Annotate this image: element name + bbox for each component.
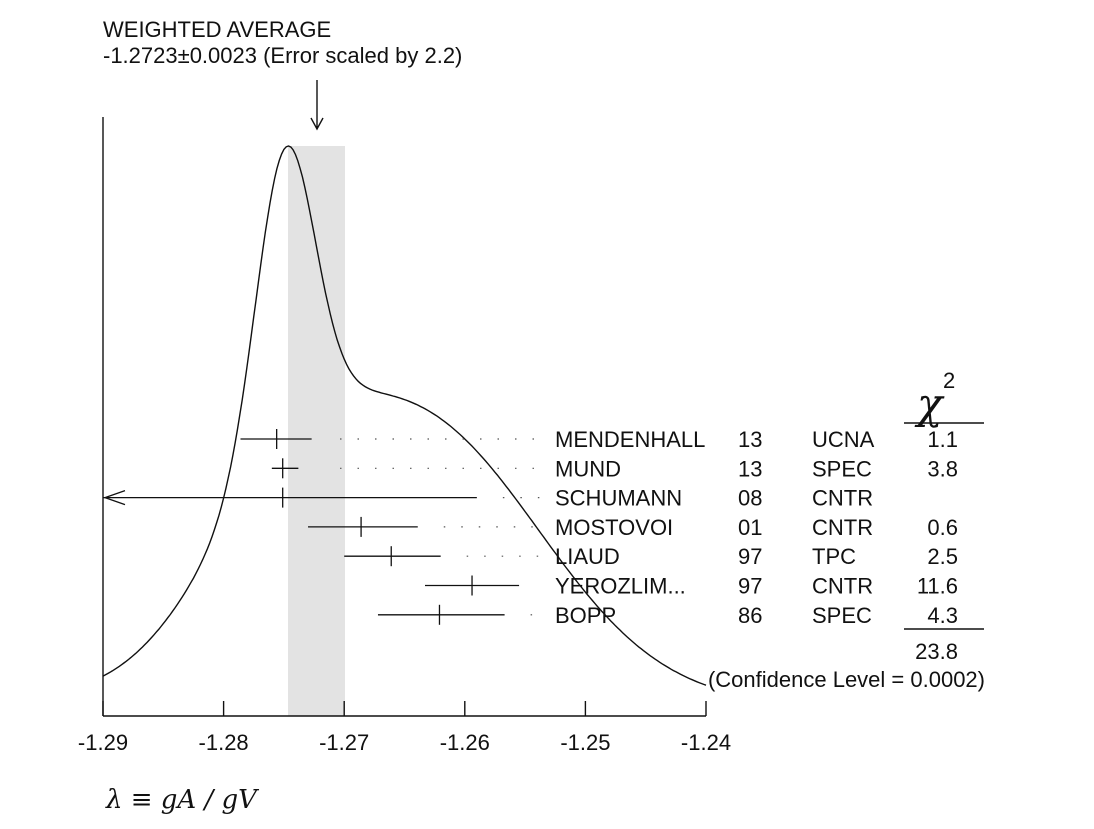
chi2-header: χ (914, 379, 945, 428)
confidence-level: (Confidence Level = 0.0002) (708, 667, 985, 692)
measurement-year: 13 (738, 456, 762, 481)
x-axis-label: λ ≡ gA / gV (106, 785, 257, 815)
measurement-row: MUND 13 SPEC 3.8 (271, 456, 958, 481)
x-ticks: -1.29 -1.28 -1.27 -1.26 -1.25 -1.24 (78, 701, 731, 755)
measurement-chi2: 4.3 (927, 603, 958, 628)
x-tick-label: -1.26 (440, 730, 490, 755)
average-band (288, 146, 345, 716)
chi2-superscript: 2 (943, 368, 955, 393)
measurement-row: BOPP 86 SPEC 4.3 (377, 603, 958, 628)
measurement-row: LIAUD 97 TPC 2.5 (344, 544, 958, 569)
measurement-technique: CNTR (812, 574, 873, 599)
measurement-year: 97 (738, 544, 762, 569)
weighted-average-title: WEIGHTED AVERAGE (103, 17, 332, 42)
measurement-row: SCHUMANN 08 CNTR (103, 486, 873, 511)
measurement-rows: MENDENHALL 13 UCNA 1.1 MUND 13 SPEC 3.8 SCHUMANN… (103, 427, 958, 628)
measurement-name: BOPP (555, 603, 616, 628)
measurement-name: MENDENHALL (555, 427, 705, 452)
measurement-year: 08 (738, 486, 762, 511)
measurement-row: YEROZLIM... 97 CNTR 11.6 (425, 574, 958, 599)
measurement-year: 86 (738, 603, 762, 628)
chi2-total: 23.8 (915, 639, 958, 664)
measurement-chi2: 11.6 (917, 574, 958, 599)
x-tick-label: -1.27 (319, 730, 369, 755)
measurement-chi2: 3.8 (927, 456, 958, 481)
measurement-name: SCHUMANN (555, 486, 682, 511)
measurement-chi2: 1.1 (927, 427, 958, 452)
measurement-technique: CNTR (812, 515, 873, 540)
x-tick-label: -1.29 (78, 730, 128, 755)
measurement-chi2: 0.6 (927, 515, 958, 540)
ideogram-curve (102, 145, 707, 686)
x-tick-label: -1.28 (199, 730, 249, 755)
measurement-year: 97 (738, 574, 762, 599)
measurement-technique: SPEC (812, 456, 872, 481)
measurement-year: 13 (738, 427, 762, 452)
measurement-name: YEROZLIM... (555, 574, 686, 599)
measurement-technique: CNTR (812, 486, 873, 511)
measurement-year: 01 (738, 515, 762, 540)
measurement-row: MOSTOVOI 01 CNTR 0.6 (308, 515, 958, 540)
weighted-average-value: -1.2723±0.0023 (Error scaled by 2.2) (103, 43, 463, 68)
measurement-name: MUND (555, 456, 621, 481)
measurement-name: MOSTOVOI (555, 515, 673, 540)
measurement-chi2: 2.5 (927, 544, 958, 569)
measurement-technique: SPEC (812, 603, 872, 628)
x-tick-label: -1.24 (681, 730, 731, 755)
measurement-technique: UCNA (812, 427, 875, 452)
x-tick-label: -1.25 (560, 730, 610, 755)
off-scale-arrow (103, 489, 126, 506)
measurement-name: LIAUD (555, 544, 620, 569)
average-arrow (310, 80, 324, 131)
measurement-row: MENDENHALL 13 UCNA 1.1 (240, 427, 958, 452)
measurement-technique: TPC (812, 544, 856, 569)
